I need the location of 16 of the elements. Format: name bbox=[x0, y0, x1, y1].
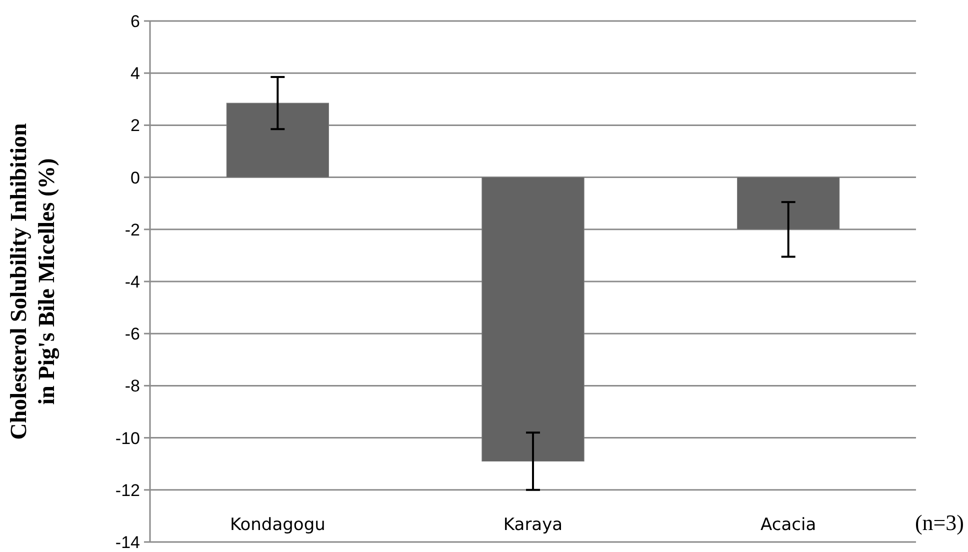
y-tick-label: -14 bbox=[115, 532, 140, 552]
annotation: (n=3) bbox=[914, 510, 964, 535]
x-tick-label: Karaya bbox=[503, 515, 563, 535]
y-tick-label: -2 bbox=[124, 220, 140, 240]
x-tick-label: Acacia bbox=[760, 515, 816, 535]
x-tick-label: Kondagogu bbox=[230, 515, 326, 535]
y-tick-label: -6 bbox=[124, 324, 140, 344]
y-tick-label: -8 bbox=[124, 376, 140, 396]
y-tick-label: 4 bbox=[130, 64, 140, 84]
y-axis-title: Cholesterol Solubility Inhibition in Pig's Bile Micelles (%) bbox=[6, 123, 60, 440]
y-tick-label: -10 bbox=[115, 428, 140, 448]
y-tick-label: -4 bbox=[124, 272, 140, 292]
y-tick-label: 0 bbox=[130, 168, 140, 188]
y-tick-label: 6 bbox=[130, 12, 140, 31]
y-tick-label: 2 bbox=[130, 116, 140, 136]
y-tick-label: -12 bbox=[115, 480, 140, 500]
